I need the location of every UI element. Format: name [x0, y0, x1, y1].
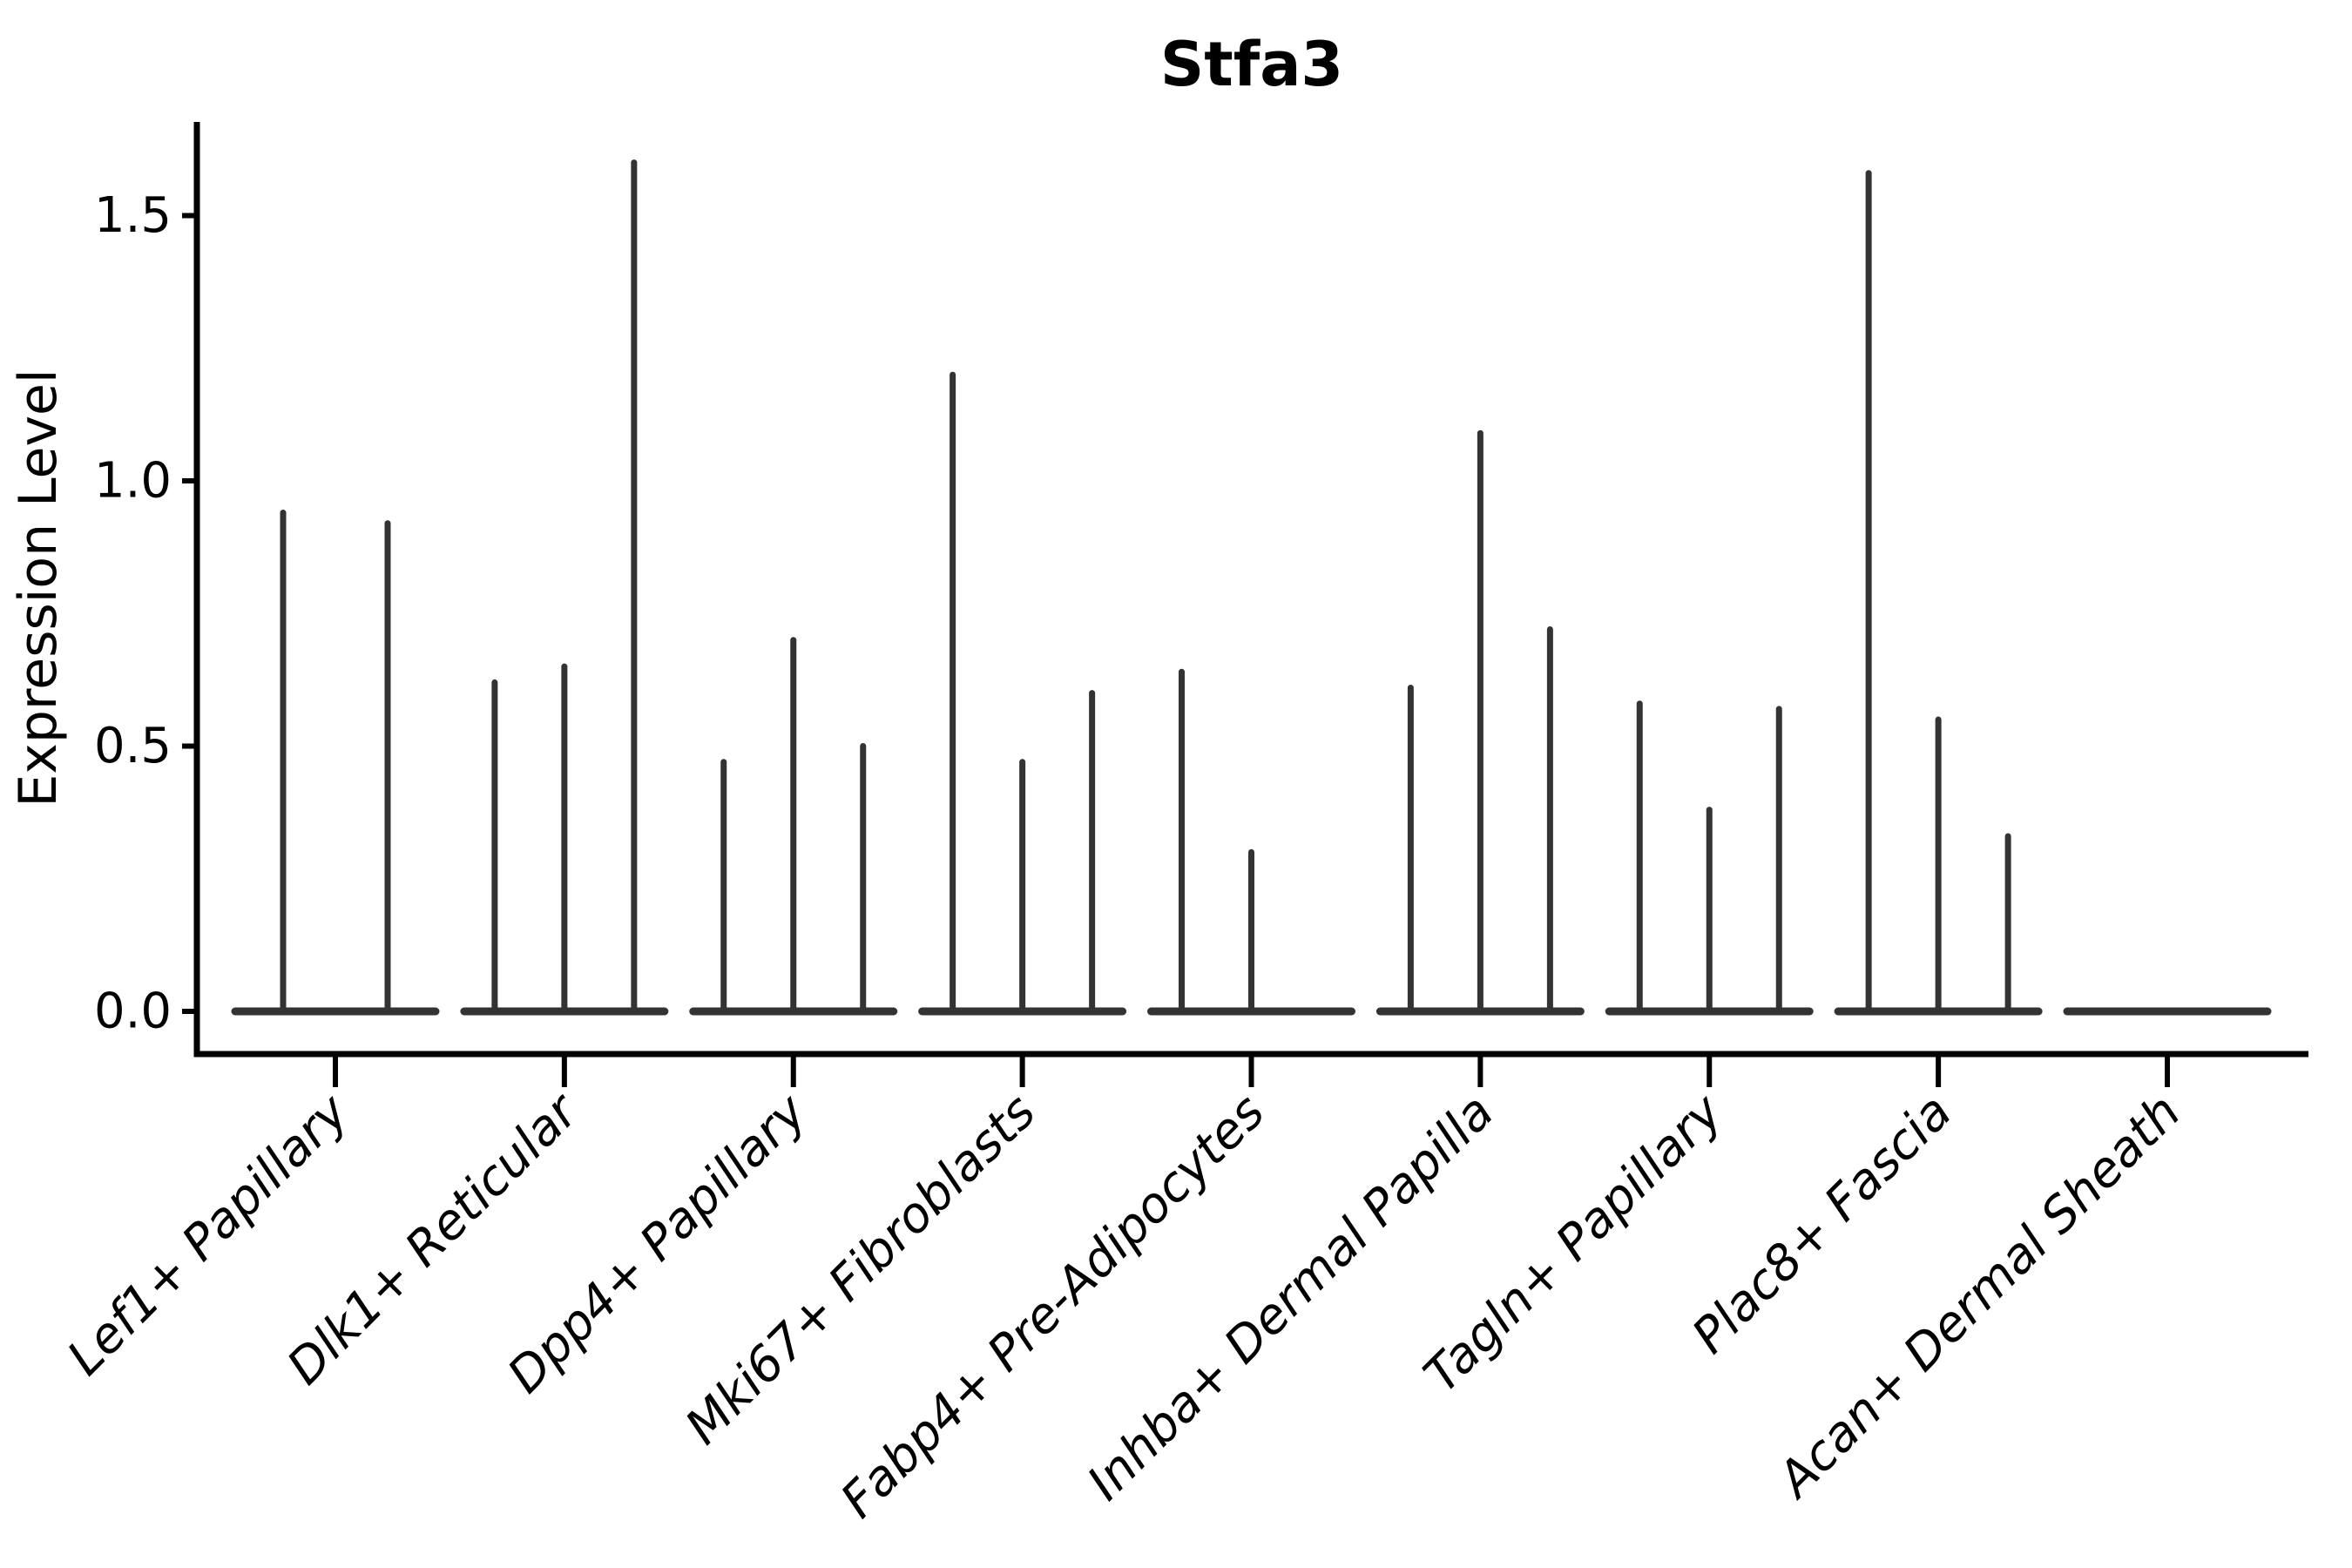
- y-axis-ticks: 0.0 0.5 1.0 1.5: [94, 187, 197, 1040]
- violin-group-3: [689, 637, 898, 1016]
- violin-group-1: [231, 510, 440, 1016]
- y-tick-label: 1.0: [94, 453, 172, 510]
- y-tick-label: 0.5: [94, 718, 172, 774]
- x-axis-label: Acan+ Dermal Sheath: [1766, 1084, 2192, 1510]
- y-tick-label: 1.5: [94, 187, 172, 244]
- violin-group-2: [460, 159, 669, 1016]
- violin-group-6: [1375, 429, 1585, 1016]
- violin-group-5: [1147, 668, 1355, 1016]
- violins: [231, 159, 2272, 1016]
- violin-group-8: [1834, 170, 2043, 1016]
- violin-group-7: [1605, 700, 1814, 1016]
- y-tick-label: 0.0: [94, 983, 172, 1040]
- x-axis-label: Fabp4+ Pre-Adipocytes: [830, 1084, 1275, 1529]
- chart-title: Stfa3: [1160, 29, 1343, 100]
- y-axis-title: Expression Level: [8, 368, 69, 807]
- x-axis-label: Inhba+ Dermal Papilla: [1077, 1084, 1504, 1511]
- violin-group-4: [918, 371, 1127, 1016]
